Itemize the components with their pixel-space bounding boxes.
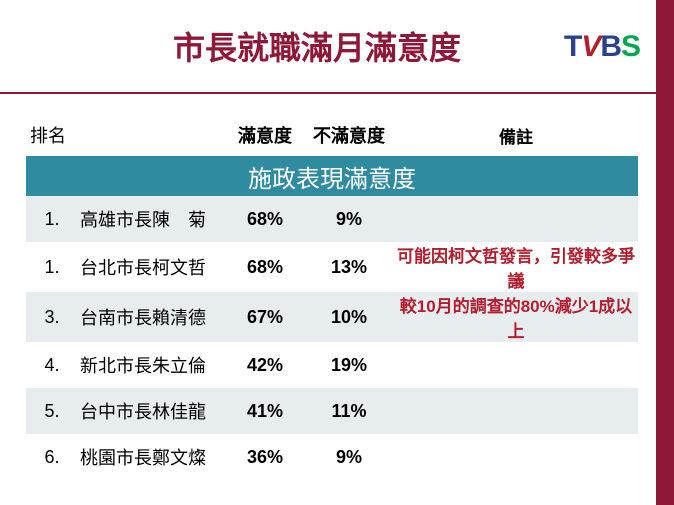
cell-name: 台中市長林佳龍 xyxy=(78,388,226,434)
logo-letter-b: B xyxy=(600,30,621,64)
cell-rank: 4. xyxy=(26,342,78,388)
cell-name: 桃園市長鄭文燦 xyxy=(78,434,226,480)
cell-note xyxy=(394,388,638,434)
table-row: 1.台北市長柯文哲68%13%可能因柯文哲發言，引發較多爭議 xyxy=(26,242,638,292)
cell-rank: 3. xyxy=(26,292,78,342)
cell-unsat: 10% xyxy=(304,292,394,342)
cell-sat: 68% xyxy=(226,196,304,242)
cell-unsat: 13% xyxy=(304,242,394,292)
th-note: 備註 xyxy=(394,114,638,156)
table-row: 1.高雄市長陳 菊68%9% xyxy=(26,196,638,242)
satisfaction-table: 施政表現滿意度 排名 滿意度 不滿意度 備註 1.高雄市長陳 菊68%9%1.台… xyxy=(26,114,638,480)
cell-unsat: 9% xyxy=(304,434,394,480)
cell-name: 新北市長朱立倫 xyxy=(78,342,226,388)
th-name xyxy=(78,114,226,156)
cell-sat: 36% xyxy=(226,434,304,480)
header: 市長就職滿月滿意度 TVBS xyxy=(0,0,674,92)
page-title: 市長就職滿月滿意度 xyxy=(0,23,634,69)
table-band-title: 施政表現滿意度 xyxy=(26,156,638,196)
th-sat: 滿意度 xyxy=(226,114,304,156)
cell-sat: 42% xyxy=(226,342,304,388)
tvbs-logo: TVBS xyxy=(564,30,640,64)
logo-letter-v: V xyxy=(581,30,600,64)
table-row: 6.桃園市長鄭文燦36%9% xyxy=(26,434,638,480)
cell-sat: 41% xyxy=(226,388,304,434)
cell-name: 高雄市長陳 菊 xyxy=(78,196,226,242)
cell-note xyxy=(394,434,638,480)
satisfaction-table-wrap: 施政表現滿意度 排名 滿意度 不滿意度 備註 1.高雄市長陳 菊68%9%1.台… xyxy=(26,114,638,480)
table-row: 4.新北市長朱立倫42%19% xyxy=(26,342,638,388)
table-row: 3.台南市長賴清德67%10%較10月的調查的80%減少1成以上 xyxy=(26,292,638,342)
cell-note xyxy=(394,196,638,242)
cell-unsat: 11% xyxy=(304,388,394,434)
table-row: 5.台中市長林佳龍41%11% xyxy=(26,388,638,434)
cell-name: 台北市長柯文哲 xyxy=(78,242,226,292)
table-header-row: 排名 滿意度 不滿意度 備註 xyxy=(26,114,638,156)
cell-rank: 5. xyxy=(26,388,78,434)
th-rank: 排名 xyxy=(26,114,78,156)
cell-rank: 6. xyxy=(26,434,78,480)
cell-unsat: 9% xyxy=(304,196,394,242)
cell-sat: 68% xyxy=(226,242,304,292)
header-divider xyxy=(0,92,656,94)
cell-note: 較10月的調查的80%減少1成以上 xyxy=(394,292,638,342)
cell-note xyxy=(394,342,638,388)
logo-letter-s: S xyxy=(621,30,640,64)
th-unsat: 不滿意度 xyxy=(304,114,394,156)
cell-note: 可能因柯文哲發言，引發較多爭議 xyxy=(394,242,638,292)
cell-sat: 67% xyxy=(226,292,304,342)
logo-letter-t: T xyxy=(564,30,581,64)
table-body: 1.高雄市長陳 菊68%9%1.台北市長柯文哲68%13%可能因柯文哲發言，引發… xyxy=(26,196,638,480)
cell-name: 台南市長賴清德 xyxy=(78,292,226,342)
cell-rank: 1. xyxy=(26,196,78,242)
cell-unsat: 19% xyxy=(304,342,394,388)
cell-rank: 1. xyxy=(26,242,78,292)
